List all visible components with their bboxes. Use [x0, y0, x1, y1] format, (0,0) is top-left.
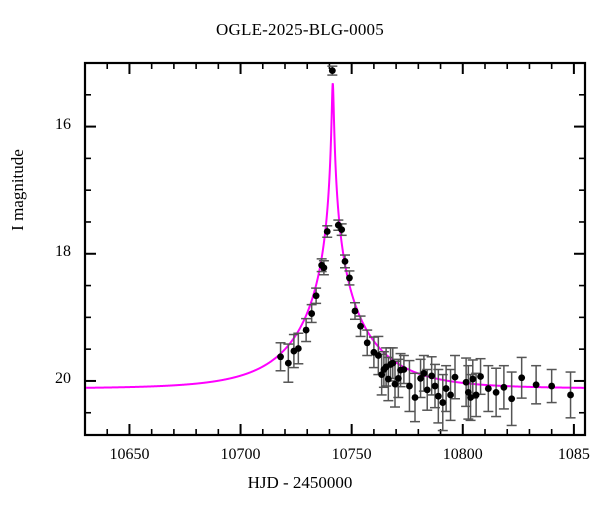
data-point [357, 322, 364, 330]
data-point [508, 395, 516, 403]
data-point [374, 352, 382, 359]
axes-frame [83, 61, 587, 437]
data-point [338, 226, 346, 234]
data-point [400, 366, 408, 373]
data-point [420, 369, 428, 377]
data-point [423, 386, 431, 394]
data-point [548, 382, 556, 390]
data-point [431, 382, 439, 390]
data-point [351, 307, 359, 315]
chart-title: OGLE-2025-BLG-0005 [216, 20, 384, 39]
data-point [567, 391, 574, 399]
x-axis-label: HJD - 2450000 [247, 473, 353, 492]
data-point [277, 353, 284, 361]
data-point [378, 371, 386, 378]
data-point [320, 264, 328, 272]
data-point [447, 391, 454, 399]
y-tick-label: 16 [55, 115, 71, 133]
data-point [462, 378, 470, 386]
data-point [312, 292, 320, 300]
data-point [391, 380, 399, 388]
data-point [532, 381, 540, 389]
y-tick-label: 18 [55, 242, 71, 260]
data-point [394, 375, 402, 382]
x-tick-label: 10700 [220, 446, 261, 463]
data-point [434, 392, 442, 400]
model-curve [86, 82, 584, 389]
data-point [442, 385, 450, 392]
data-point [363, 339, 371, 347]
x-tick-label: 10800 [442, 446, 483, 463]
data-point [451, 373, 459, 381]
data-point [492, 388, 500, 396]
x-tick-label: 1085 [557, 446, 590, 463]
axis-ticks [84, 62, 585, 435]
data-point [411, 394, 419, 401]
data-point [484, 385, 492, 392]
data-point [417, 375, 424, 382]
data-point [323, 228, 331, 235]
data-point [428, 372, 436, 380]
data-point [518, 374, 526, 382]
data-point [284, 359, 292, 367]
y-tick-label: 20 [55, 369, 71, 387]
data-point [389, 359, 397, 367]
data-point [477, 373, 484, 380]
x-tick-label: 10750 [331, 446, 372, 463]
data-points [277, 67, 574, 406]
data-point [328, 67, 336, 75]
data-point [472, 391, 480, 399]
data-point [469, 375, 477, 383]
data-point [341, 258, 349, 265]
data-point [302, 326, 310, 334]
data-point [294, 345, 302, 352]
data-point [464, 388, 472, 396]
x-tick-label: 10650 [109, 446, 150, 463]
data-point [346, 274, 353, 282]
data-point [467, 394, 474, 401]
data-point [384, 375, 392, 383]
data-point [439, 399, 447, 406]
data-point [500, 383, 508, 391]
data-point [406, 382, 413, 390]
data-point [308, 310, 316, 317]
